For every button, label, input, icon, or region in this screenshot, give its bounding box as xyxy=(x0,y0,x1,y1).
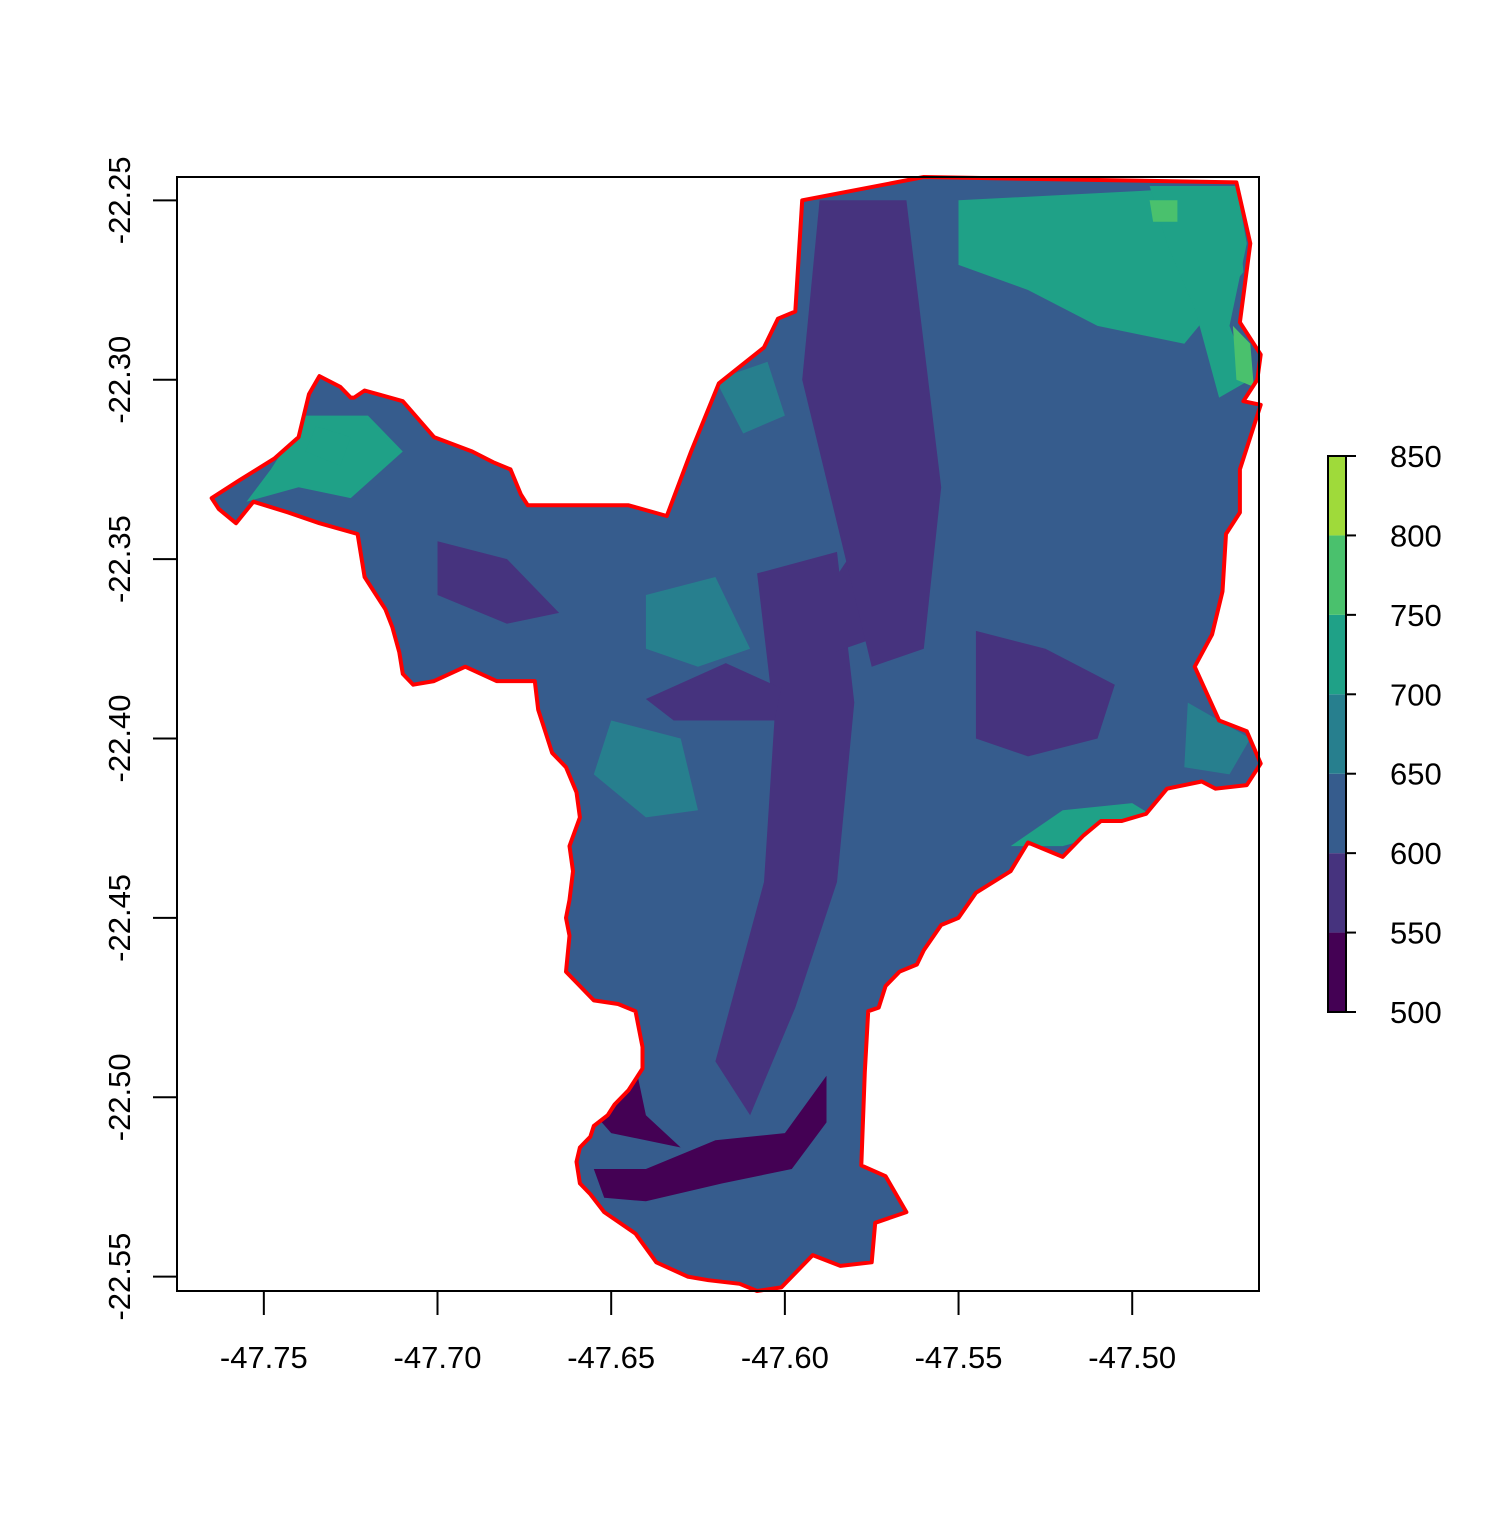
terrain-patch xyxy=(802,200,942,667)
legend-label: 750 xyxy=(1390,598,1442,633)
y-tick-label: -22.35 xyxy=(102,515,137,603)
legend-swatch xyxy=(1328,614,1346,695)
x-tick-label: -47.70 xyxy=(394,1340,482,1375)
y-axis: -22.25 -22.30 -22.35 -22.40 -22.45 -22.50 -22.… xyxy=(102,156,178,1321)
y-tick-label: -22.45 xyxy=(102,874,137,962)
legend-label: 550 xyxy=(1390,916,1442,951)
y-tick-label: -22.25 xyxy=(102,156,137,244)
legend-swatch xyxy=(1328,535,1346,615)
x-tick-label: -47.50 xyxy=(1088,1340,1176,1375)
terrain-patch xyxy=(975,630,1115,757)
legend-label: 800 xyxy=(1390,518,1442,553)
y-tick-label: -22.40 xyxy=(102,695,137,783)
legend-swatch xyxy=(1328,456,1346,536)
x-tick-label: -47.75 xyxy=(220,1340,308,1375)
terrain-patch xyxy=(305,426,351,466)
terrain-patch xyxy=(1149,186,1251,398)
legend-swatch xyxy=(1328,694,1346,774)
terrain-patch xyxy=(593,1075,827,1202)
terrain-patch xyxy=(437,541,560,624)
legend-swatch xyxy=(1328,773,1346,854)
legend-swatch xyxy=(1328,853,1346,933)
legend-label: 700 xyxy=(1390,677,1442,712)
legend-label: 650 xyxy=(1390,757,1442,792)
x-tick-label: -47.55 xyxy=(915,1340,1003,1375)
terrain-patch xyxy=(645,577,751,667)
terrain-base xyxy=(211,177,1261,1291)
terrain-patch xyxy=(715,361,785,434)
terrain-patch xyxy=(1232,325,1254,387)
legend-frame xyxy=(1327,455,1347,1013)
terrain-patch xyxy=(715,551,855,1116)
x-axis: -47.75 -47.70 -47.65 -47.60 -47.55 -47.50 xyxy=(220,1290,1176,1375)
x-tick-label: -47.60 xyxy=(741,1340,829,1375)
terrain-patch xyxy=(593,720,698,818)
elevation-legend: 500 550 600 650 700 750 800 850 xyxy=(1327,439,1442,1030)
legend-label: 500 xyxy=(1390,995,1442,1030)
terrain-patch xyxy=(1149,200,1178,222)
x-tick-label: -47.65 xyxy=(567,1340,655,1375)
y-tick-label: -22.55 xyxy=(102,1233,137,1321)
terrain-patch xyxy=(1010,803,1167,847)
legend-label: 850 xyxy=(1390,439,1442,474)
legend-label: 600 xyxy=(1390,836,1442,871)
region-boundary xyxy=(209,175,1263,1293)
y-tick-label: -22.50 xyxy=(102,1053,137,1141)
terrain-patch xyxy=(1184,702,1251,775)
terrain-patch xyxy=(645,663,782,721)
y-tick-label: -22.30 xyxy=(102,336,137,424)
elevation-raster xyxy=(211,177,1261,1291)
legend-swatch xyxy=(1328,932,1346,1012)
